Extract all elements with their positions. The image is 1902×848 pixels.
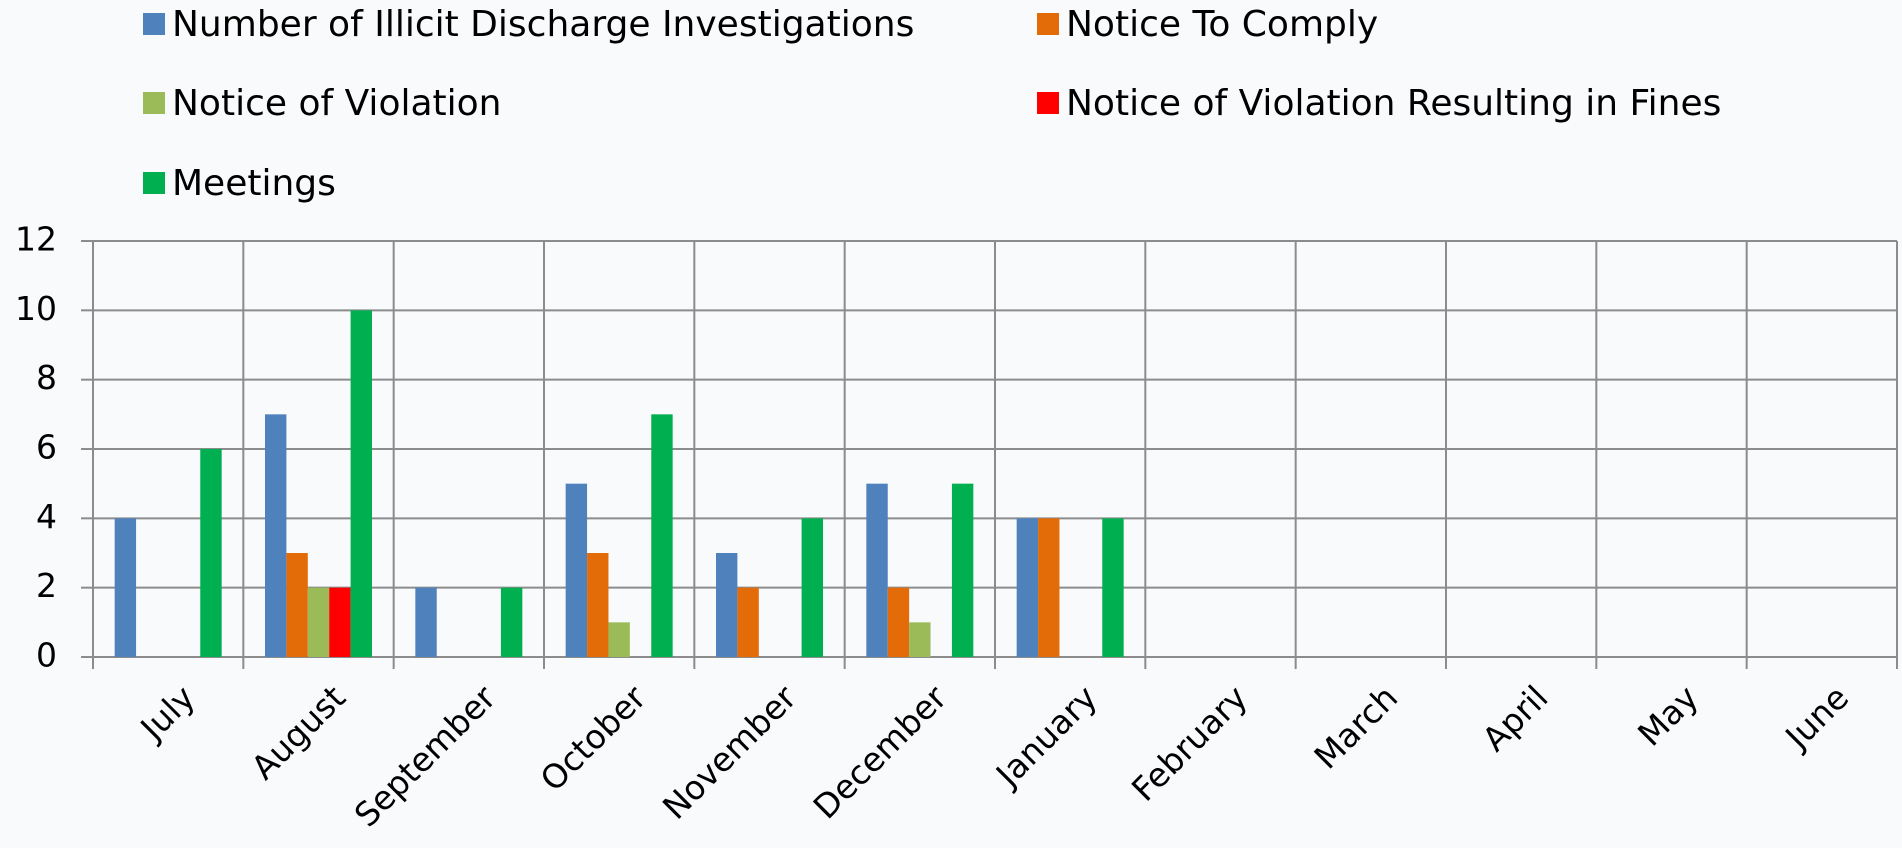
- bar: [114, 518, 137, 657]
- bar: [1102, 518, 1124, 657]
- bar: [587, 553, 609, 657]
- y-tick-label: 12: [15, 220, 57, 259]
- bar: [716, 553, 738, 657]
- legend-swatch: [1037, 92, 1059, 114]
- bar: [651, 414, 673, 657]
- x-tick-label: July: [132, 678, 203, 749]
- bar: [951, 483, 974, 657]
- bar: [737, 587, 759, 657]
- y-tick-label: 4: [36, 497, 57, 536]
- y-tick-label: 2: [36, 566, 57, 605]
- bar: [801, 518, 823, 657]
- legend-swatch: [1037, 13, 1059, 35]
- legend-label: Meetings: [172, 163, 336, 204]
- bar: [415, 587, 437, 657]
- bar: [909, 622, 931, 657]
- bar: [1016, 518, 1039, 657]
- bar: [565, 483, 588, 657]
- x-tick-label: February: [1124, 678, 1255, 809]
- y-tick-label: 0: [36, 636, 57, 675]
- x-tick-label: May: [1630, 678, 1706, 754]
- bar: [887, 587, 910, 657]
- x-tick-label: June: [1776, 678, 1856, 758]
- x-tick-label: October: [533, 678, 654, 799]
- x-tick-label: January: [987, 678, 1104, 795]
- x-tick-label: March: [1306, 678, 1405, 777]
- legend-label: Notice To Comply: [1066, 4, 1378, 45]
- bar: [286, 553, 308, 657]
- x-tick-label: September: [347, 677, 504, 834]
- bar: [608, 622, 630, 657]
- x-tick-label: December: [806, 677, 955, 826]
- y-tick-label: 10: [15, 289, 57, 328]
- y-tick-label: 8: [36, 358, 57, 397]
- x-tick-label: November: [655, 677, 804, 826]
- legend-label: Notice of Violation: [172, 83, 501, 124]
- legend-swatch: [143, 92, 165, 114]
- bar: [329, 587, 351, 657]
- x-tick-label: April: [1475, 678, 1556, 759]
- legend-label: Number of Illicit Discharge Investigatio…: [172, 4, 914, 45]
- bar: [1038, 518, 1060, 657]
- legend-swatch: [143, 172, 165, 194]
- legend-label: Notice of Violation Resulting in Fines: [1066, 83, 1721, 124]
- y-tick-label: 6: [36, 428, 57, 467]
- legend-swatch: [143, 13, 165, 35]
- bar: [307, 587, 330, 657]
- bar: [200, 449, 222, 657]
- bar: [866, 483, 888, 657]
- x-tick-label: August: [244, 678, 353, 787]
- bar: [265, 414, 287, 657]
- bar: [350, 310, 372, 657]
- bar: [500, 587, 523, 657]
